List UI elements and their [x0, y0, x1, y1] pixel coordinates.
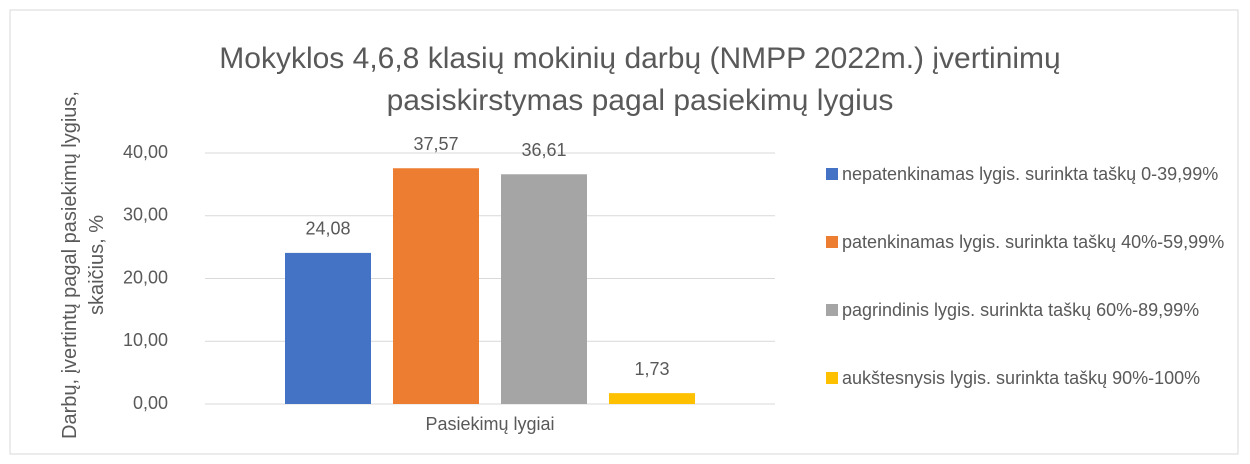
legend-label: nepatenkinamas lygis. surinkta taškų 0-3…	[842, 164, 1219, 184]
y-tick-label: 10,00	[123, 330, 168, 350]
bar	[285, 252, 371, 404]
bar	[609, 393, 695, 404]
bar	[393, 168, 479, 404]
y-tick-label: 20,00	[123, 267, 168, 287]
legend-swatch	[826, 236, 838, 248]
data-label: 37,57	[413, 134, 458, 154]
legend-label: patenkinamas lygis. surinkta taškų 40%-5…	[842, 232, 1225, 252]
legend-label: pagrindinis lygis. surinkta taškų 60%-89…	[842, 300, 1200, 320]
data-label: 24,08	[305, 219, 350, 239]
bar	[501, 174, 587, 404]
legend-item: aukštesnysis lygis. surinkta taškų 90%-1…	[826, 364, 1236, 432]
data-label: 1,73	[634, 359, 669, 379]
data-label: 36,61	[521, 140, 566, 160]
y-tick-label: 40,00	[123, 142, 168, 162]
legend-swatch	[826, 372, 838, 384]
legend-item: nepatenkinamas lygis. surinkta taškų 0-3…	[826, 160, 1236, 228]
legend-item: pagrindinis lygis. surinkta taškų 60%-89…	[826, 296, 1236, 364]
legend-swatch	[826, 304, 838, 316]
legend-label: aukštesnysis lygis. surinkta taškų 90%-1…	[842, 368, 1201, 388]
chart-border	[9, 9, 1239, 455]
legend-swatch	[826, 168, 838, 180]
legend: nepatenkinamas lygis. surinkta taškų 0-3…	[826, 160, 1236, 432]
y-tick-label: 0,00	[133, 393, 168, 413]
legend-item: patenkinamas lygis. surinkta taškų 40%-5…	[826, 228, 1236, 296]
y-axis-label: Darbų, įvertintų pagal pasiekimų lygius,…	[59, 91, 108, 439]
y-tick-label: 30,00	[123, 205, 168, 225]
chart-title: Mokyklos 4,6,8 klasių mokinių darbų (NMP…	[219, 42, 1061, 117]
x-tick-label: Pasiekimų lygiai	[425, 414, 554, 434]
